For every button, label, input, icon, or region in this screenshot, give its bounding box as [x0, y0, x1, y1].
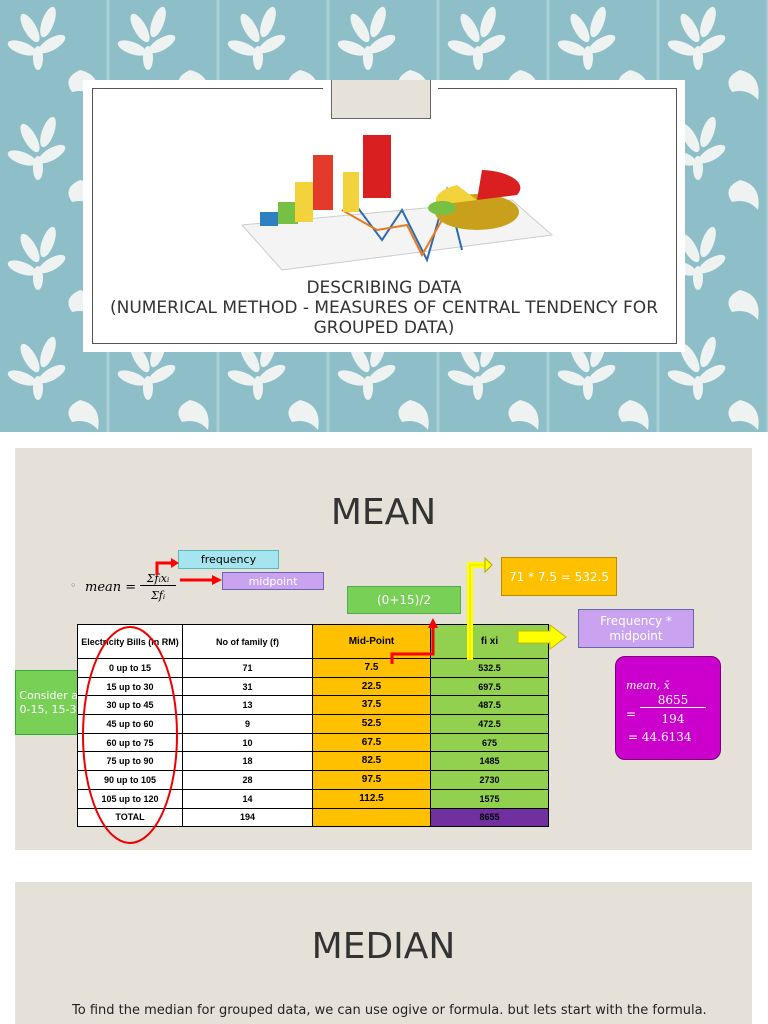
- formula-numerator: Σfᵢxᵢ: [140, 572, 176, 586]
- table-cell: 18: [182, 751, 313, 772]
- frequency-table: Electricity Bills (in RM) No of family (f…: [77, 624, 549, 828]
- title: DESCRIBING DATA (NUMERICAL METHOD - MEAS…: [92, 278, 676, 338]
- table-cell: 472.5: [430, 714, 549, 734]
- table-cell: 75 up to 90: [77, 751, 183, 772]
- consider-note: Consider as 0-15, 15-30: [15, 670, 88, 735]
- table-cell: 31: [182, 676, 313, 697]
- annotations: [82, 556, 567, 844]
- paragraph: To find the median for grouped data, we …: [72, 1003, 707, 1018]
- table-cell: 8655: [430, 807, 549, 828]
- midpoint-calc: (0+15)/2: [347, 586, 461, 614]
- bullet: ◦: [70, 579, 77, 592]
- product-label: Frequency * midpoint: [578, 609, 694, 648]
- table-row: 90 up to 105 28 97.5 2730: [77, 770, 549, 790]
- table-row: 75 up to 90 18 82.5 1485: [77, 751, 549, 772]
- midpoint-label: midpoint: [222, 572, 324, 590]
- table-cell: 28: [182, 770, 313, 790]
- product-calc: 71 * 7.5 = 532.5: [501, 557, 617, 596]
- table-row: 0 up to 15 71 7.5 532.5: [77, 658, 549, 678]
- frequency-label: frequency: [178, 550, 279, 569]
- result-numerator: 8655: [640, 693, 706, 708]
- header-cell: No of family (f): [182, 624, 313, 659]
- header-cell: Electricity Bills (in RM): [77, 624, 183, 659]
- table-cell: 13: [182, 695, 313, 716]
- table-cell: 675: [430, 732, 549, 753]
- tab: [331, 80, 431, 119]
- table-cell: 194: [182, 807, 313, 828]
- formula-denominator: Σfᵢ: [150, 589, 166, 602]
- result-value: = 44.6134: [628, 730, 692, 744]
- title-line: (NUMERICAL METHOD - MEASURES OF CENTRAL …: [109, 298, 659, 318]
- slide-title: MEDIAN: [311, 926, 456, 967]
- table-cell: 82.5: [312, 751, 431, 772]
- table-cell: 45 up to 60: [77, 714, 183, 734]
- median-slide: MEDIAN To find the median for grouped da…: [15, 882, 752, 1024]
- table-cell: 15 up to 30: [77, 676, 183, 697]
- result-equals: =: [626, 707, 637, 721]
- table-cell: 52.5: [312, 714, 431, 734]
- table-cell: 22.5: [312, 676, 431, 697]
- title-line: GROUPED DATA): [313, 318, 455, 338]
- table-row: TOTAL 194 8655: [77, 807, 549, 828]
- table-cell: 532.5: [430, 658, 549, 678]
- table-cell: TOTAL: [77, 807, 183, 828]
- title-line: DESCRIBING DATA: [306, 278, 462, 298]
- title-slide: DESCRIBING DATA (NUMERICAL METHOD - MEAS…: [0, 0, 768, 432]
- result-denominator: 194: [661, 712, 685, 726]
- header-cell: Mid-Point: [312, 624, 431, 659]
- table-cell: 14: [182, 788, 313, 809]
- table-cell: 0 up to 15: [77, 658, 183, 678]
- table-cell: [312, 807, 431, 828]
- table-cell: 1485: [430, 751, 549, 772]
- chart-illustration: [240, 135, 554, 271]
- mean-result: mean, x̄ = 8655 194 = 44.6134: [615, 656, 721, 760]
- result-label: mean, x̄: [626, 679, 670, 692]
- table-cell: 37.5: [312, 695, 431, 716]
- slide-title: MEAN: [330, 492, 437, 533]
- formula-label: mean =: [85, 580, 137, 595]
- table-row: 30 up to 45 13 37.5 487.5: [77, 695, 549, 716]
